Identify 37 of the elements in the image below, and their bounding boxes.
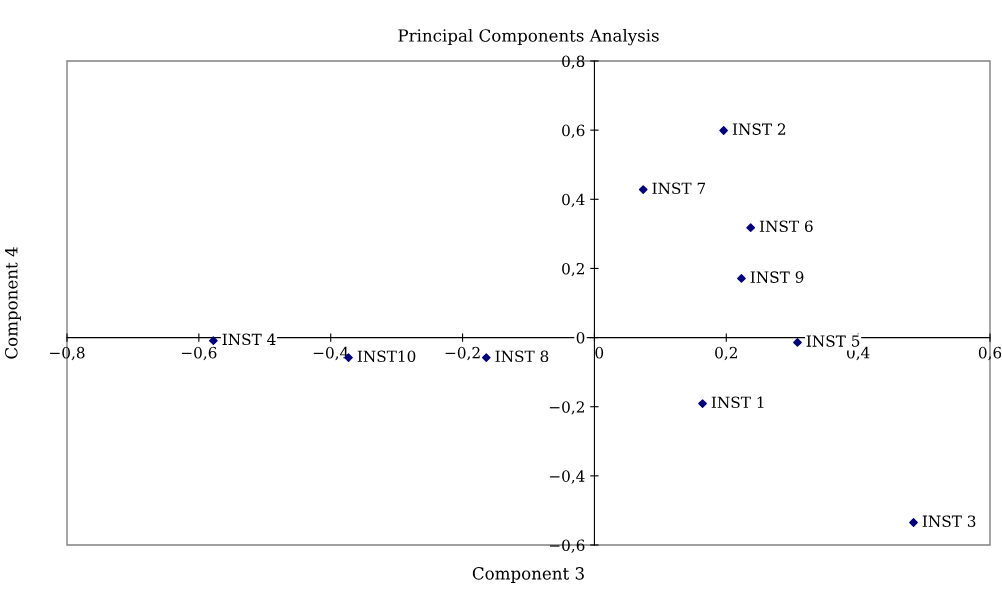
annotation: INST 3 xyxy=(922,515,976,527)
point xyxy=(719,126,729,135)
annotation: INST 7 xyxy=(652,182,706,195)
x-tick-label: 0,6 xyxy=(978,346,1002,361)
point xyxy=(746,223,756,233)
annotation: INST 9 xyxy=(750,271,804,283)
y-tick-label: −0,6 xyxy=(549,539,585,553)
x-tick-label: 0 xyxy=(595,346,604,359)
point xyxy=(698,399,707,408)
x-tick-label: −0,6 xyxy=(181,346,217,361)
y-tick-label: 0,4 xyxy=(562,193,585,208)
y-tick-label: 0,2 xyxy=(562,262,584,277)
y-tick-label: 0,8 xyxy=(562,55,585,69)
point xyxy=(638,185,648,194)
chart-title: Principal Components Analysis xyxy=(398,28,659,46)
y-tick-label: −0,4 xyxy=(549,470,585,484)
x-tick-label: −0,8 xyxy=(50,346,85,361)
point xyxy=(481,353,491,362)
x-tick-label: −0,2 xyxy=(445,346,480,361)
x-axis-title: Component 3 xyxy=(472,567,584,583)
point xyxy=(208,336,218,346)
annotation: INST 5 xyxy=(806,335,860,347)
y-tick-label: 0,6 xyxy=(562,124,585,139)
annotation: INST 4 xyxy=(222,333,276,346)
x-tick-label: −0,4 xyxy=(313,346,349,361)
x-tick-label: 0,2 xyxy=(715,346,737,361)
point xyxy=(737,274,746,283)
point xyxy=(793,338,802,347)
annotation: INST10 xyxy=(357,350,416,363)
point xyxy=(909,518,918,527)
y-axis-title: Component 4 xyxy=(5,247,21,359)
annotation: INST 6 xyxy=(759,220,813,233)
annotation: INST 8 xyxy=(495,350,549,363)
y-tick-label: 0 xyxy=(576,332,585,344)
annotation: INST 2 xyxy=(732,123,786,135)
annotation: INST 1 xyxy=(711,396,764,409)
y-tick-label: −0,2 xyxy=(549,401,584,415)
